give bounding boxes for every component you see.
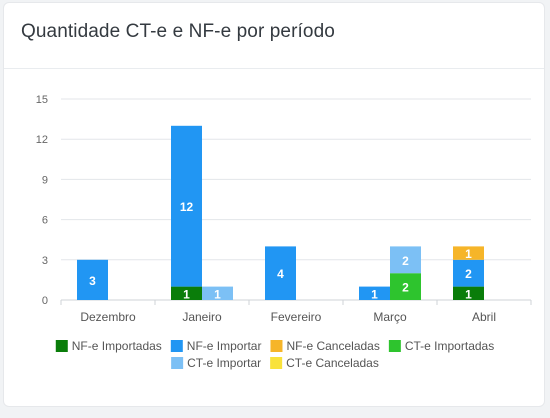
legend-label: NF-e Importar (187, 339, 262, 353)
legend-label: CT-e Importadas (405, 339, 494, 353)
bar-segment (453, 246, 484, 260)
bar-segment (171, 286, 202, 300)
x-tick-label: Fevereiro (271, 310, 322, 324)
data-label: 1 (371, 287, 378, 301)
y-tick-label: 15 (36, 94, 48, 106)
y-tick-label: 3 (42, 255, 48, 267)
bar-segment (171, 125, 202, 287)
y-tick-label: 12 (36, 134, 48, 146)
data-label: 3 (89, 274, 96, 288)
legend-swatch (171, 357, 184, 369)
x-tick-label: Abril (472, 310, 496, 324)
y-tick-label: 0 (42, 295, 48, 307)
legend-label: NF-e Canceladas (286, 339, 379, 353)
x-tick-label: Janeiro (182, 310, 222, 324)
data-label: 2 (402, 254, 409, 268)
legend-swatch (55, 340, 68, 352)
bar-segment (359, 286, 390, 300)
bar-segment (265, 246, 296, 300)
legend-swatch (170, 340, 183, 352)
data-label: 1 (465, 247, 472, 261)
data-label: 4 (277, 267, 284, 281)
bar-segment (202, 286, 233, 300)
bar-segment (453, 259, 484, 287)
card-title: Quantidade CT-e e NF-e por período (21, 21, 335, 42)
y-tick-label: 9 (42, 174, 48, 186)
legend-label: NF-e Importadas (72, 339, 162, 353)
data-label: 2 (465, 267, 472, 281)
bar-segment (390, 246, 421, 274)
data-label: 1 (214, 287, 221, 301)
data-label: 2 (402, 281, 409, 295)
x-tick-label: Dezembro (80, 310, 136, 324)
card-header: Quantidade CT-e e NF-e por período (4, 3, 544, 69)
bar-segment (453, 286, 484, 300)
legend-label: CT-e Importar (187, 356, 261, 370)
y-tick-label: 6 (42, 215, 48, 227)
chart-card: Quantidade CT-e e NF-e por período 0 3 6 9 1… (3, 2, 545, 407)
bar-segment (390, 273, 421, 300)
x-tick-label: Março (373, 310, 407, 324)
legend-swatch (270, 340, 283, 352)
data-label: 1 (183, 287, 190, 301)
legend-swatch (388, 340, 401, 352)
legend-label: CT-e Canceladas (286, 356, 379, 370)
legend-swatch (270, 357, 283, 369)
data-label: 12 (180, 200, 194, 214)
data-label: 1 (465, 287, 472, 301)
bar-segment (77, 259, 108, 300)
